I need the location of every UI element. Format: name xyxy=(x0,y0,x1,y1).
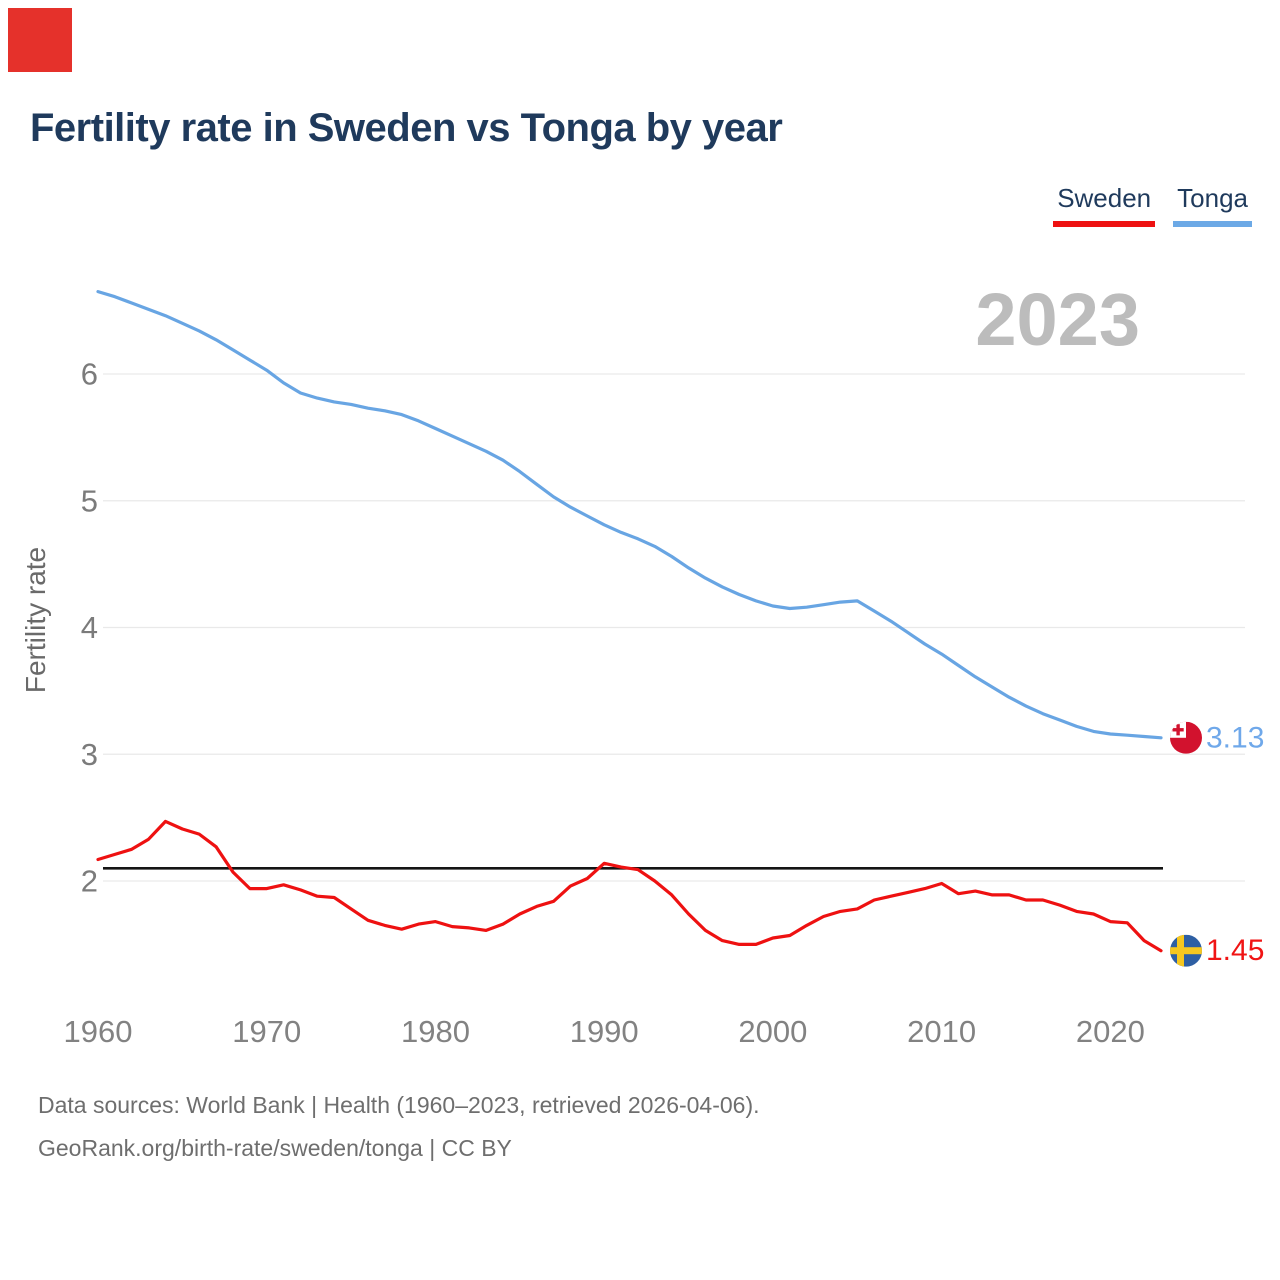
y-tick-label: 5 xyxy=(81,483,98,518)
x-tick-label: 2010 xyxy=(907,1014,976,1049)
y-tick-label: 6 xyxy=(81,357,98,392)
y-tick-label: 3 xyxy=(81,737,98,772)
y-tick-label: 2 xyxy=(81,864,98,899)
tonga-end-value: 3.13 xyxy=(1206,721,1264,754)
data-sources-line: Data sources: World Bank | Health (1960–… xyxy=(38,1092,760,1118)
x-tick-label: 1960 xyxy=(64,1014,133,1049)
tonga-line xyxy=(96,290,1163,740)
legend: Sweden Tonga xyxy=(1053,183,1252,227)
tonga-flag-icon xyxy=(1170,721,1202,754)
x-tick-label: 2000 xyxy=(738,1014,807,1049)
x-tick-label: 1990 xyxy=(570,1014,639,1049)
x-tick-label: 1980 xyxy=(401,1014,470,1049)
sweden-end-value: 1.45 xyxy=(1206,934,1264,967)
legend-item-tonga[interactable]: Tonga xyxy=(1173,183,1252,227)
footer: Data sources: World Bank | Health (1960–… xyxy=(38,1084,760,1170)
site-logo xyxy=(8,8,72,72)
y-tick-label: 4 xyxy=(81,610,98,645)
watermark-year: 2023 xyxy=(975,278,1140,361)
legend-item-sweden[interactable]: Sweden xyxy=(1053,183,1156,227)
chart-title: Fertility rate in Sweden vs Tonga by yea… xyxy=(30,106,783,150)
x-tick-label: 1970 xyxy=(232,1014,301,1049)
x-tick-label: 2020 xyxy=(1076,1014,1145,1049)
attribution-line: GeoRank.org/birth-rate/sweden/tonga | CC… xyxy=(38,1135,512,1161)
sweden-flag-icon xyxy=(1170,934,1202,967)
y-axis-title: Fertility rate xyxy=(20,547,51,693)
sweden-line xyxy=(96,819,1163,953)
